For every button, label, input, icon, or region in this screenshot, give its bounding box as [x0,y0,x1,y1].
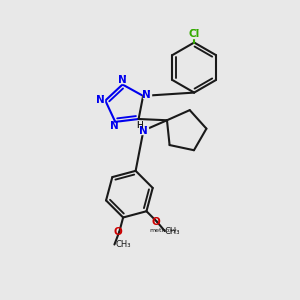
Text: H: H [136,121,143,130]
Text: N: N [139,126,148,136]
Bar [142,92,151,98]
Text: N: N [96,95,104,105]
Bar [188,30,201,38]
Text: O: O [113,227,122,237]
Bar [111,123,119,130]
Text: N: N [110,121,119,131]
Text: Cl: Cl [188,29,200,39]
Text: N: N [139,126,148,136]
Text: N: N [118,75,126,85]
Bar [96,96,104,103]
Text: Cl: Cl [188,29,200,39]
Text: N: N [110,121,119,131]
Text: N: N [142,90,151,100]
Text: methoxy: methoxy [149,228,177,232]
Text: O: O [151,217,160,226]
Text: CH₃: CH₃ [165,226,180,236]
Text: N: N [96,95,104,105]
Text: N: N [118,75,126,85]
Text: H: H [136,121,143,130]
Bar [118,77,126,83]
Text: N: N [142,90,151,100]
Bar [139,127,148,134]
Text: CH₃: CH₃ [116,240,131,249]
